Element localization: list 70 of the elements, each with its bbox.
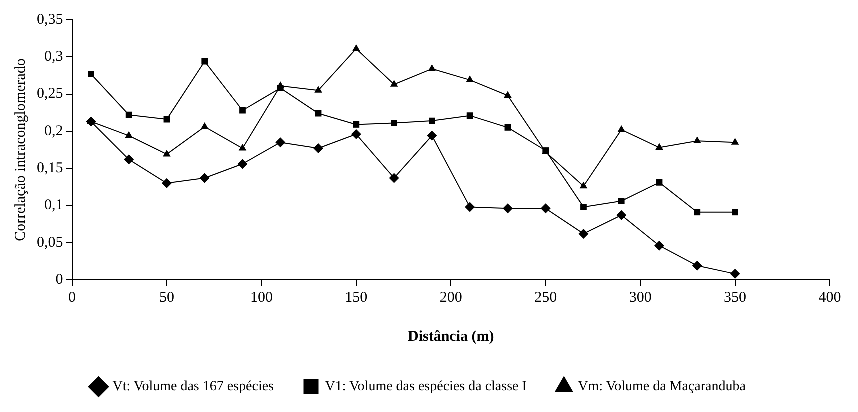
point	[580, 182, 588, 189]
point	[730, 269, 740, 280]
x-tick-label: 350	[724, 290, 747, 306]
point	[654, 240, 665, 251]
point	[465, 202, 476, 212]
y-tick-label: 0,3	[44, 49, 64, 66]
x-tick-label: 400	[818, 290, 842, 306]
point	[314, 144, 324, 154]
point	[694, 209, 701, 216]
y-tick-label: 0,35	[37, 12, 64, 28]
point	[162, 178, 172, 188]
point	[163, 150, 171, 157]
x-tick-label: 100	[250, 290, 273, 306]
point	[466, 112, 474, 120]
point	[618, 125, 626, 132]
point	[202, 58, 208, 65]
point	[428, 64, 436, 72]
x-axis-title: Distância (m)	[408, 328, 494, 345]
y-axis-title: Correlação intraconglomerado	[12, 58, 29, 242]
point	[693, 136, 702, 144]
point	[125, 131, 133, 138]
point	[504, 124, 512, 131]
point	[353, 122, 360, 128]
x-tick-label: 200	[440, 290, 462, 306]
point	[692, 260, 702, 271]
point	[126, 112, 132, 118]
point	[731, 138, 740, 145]
point	[656, 180, 663, 186]
y-tick-label: 0,25	[37, 86, 64, 102]
x-tick-label: 300	[629, 290, 652, 306]
point	[390, 80, 398, 87]
point	[238, 144, 247, 151]
point	[616, 210, 627, 220]
point	[240, 107, 246, 114]
point	[391, 120, 398, 126]
point	[352, 44, 360, 52]
point	[429, 118, 436, 124]
point	[276, 138, 286, 148]
point	[200, 122, 209, 130]
x-tick-label: 50	[159, 290, 174, 306]
x-tick-label: 150	[345, 290, 368, 306]
legend-label: Vt: Volume das 167 espécies	[112, 380, 274, 395]
point	[427, 130, 438, 141]
point	[276, 82, 285, 88]
point	[502, 204, 513, 214]
x-tick-label: 250	[534, 290, 558, 306]
point	[580, 204, 587, 210]
y-tick-label: 0,2	[44, 123, 64, 140]
point	[238, 159, 248, 170]
point	[656, 143, 664, 150]
y-tick-label: 0,1	[44, 198, 64, 214]
point	[200, 173, 210, 184]
point	[351, 129, 362, 140]
point	[315, 110, 322, 117]
y-tick-label: 0,05	[37, 234, 64, 251]
point	[732, 209, 738, 216]
point	[618, 198, 625, 204]
point	[124, 154, 134, 165]
point	[578, 228, 589, 239]
point	[88, 71, 94, 78]
y-tick-label: 0,15	[37, 160, 64, 177]
y-tick-label: 0	[56, 272, 64, 288]
point	[504, 91, 512, 98]
legend-label: V1: Volume das espécies da classe I	[325, 380, 528, 395]
point	[389, 173, 400, 184]
legend-label: Vm: Volume da Maçaranduba	[578, 380, 747, 395]
point	[540, 204, 551, 214]
point	[466, 76, 474, 82]
point	[314, 86, 322, 93]
x-tick-label: 0	[68, 290, 76, 306]
